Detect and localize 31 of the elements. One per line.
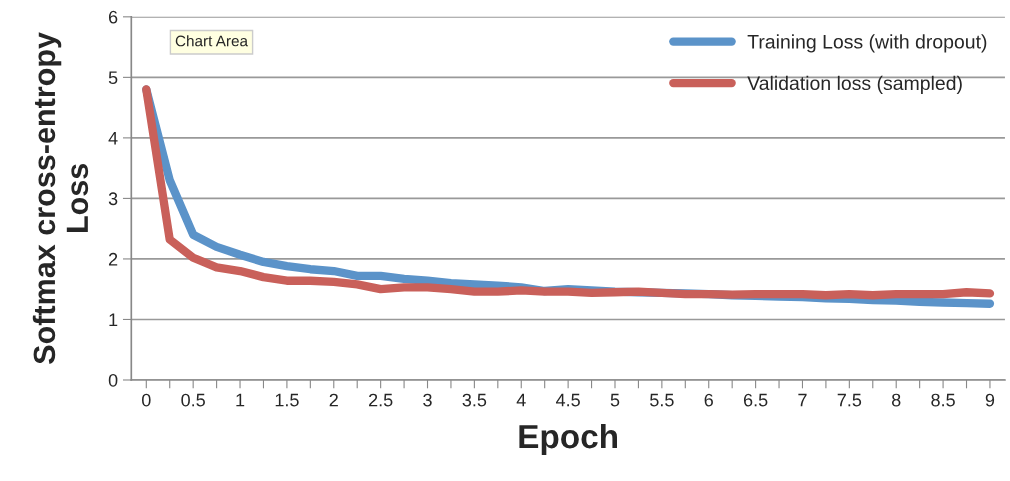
x-tick-label: 4 xyxy=(516,393,526,407)
x-axis-title: Epoch xyxy=(519,423,617,455)
y-tick-label: 0 xyxy=(108,373,118,387)
x-tick-label: 5 xyxy=(610,393,620,407)
x-tick-label: 6.5 xyxy=(743,393,768,407)
x-tick-label: 8.5 xyxy=(931,393,955,407)
x-tick-label: 2 xyxy=(329,393,338,407)
x-tick-label: 5.5 xyxy=(650,393,674,407)
x-tick-label: 7 xyxy=(798,393,807,407)
y-tick-label: 1 xyxy=(109,313,118,327)
x-tick-label: 8 xyxy=(891,393,901,407)
x-tick-label: 0 xyxy=(141,393,151,407)
y-tick-label: 3 xyxy=(108,192,118,206)
y-tick-label: 4 xyxy=(108,132,118,145)
x-tick-label: 6 xyxy=(704,393,713,407)
x-tick-label: 9 xyxy=(985,393,995,407)
x-tick-label: 3.5 xyxy=(462,393,487,407)
legend-label: Validation loss (sampled) xyxy=(747,75,962,94)
y-tick-label: 6 xyxy=(108,10,118,24)
x-tick-label: 4.5 xyxy=(555,393,580,407)
x-tick-label: 1.5 xyxy=(275,393,299,407)
legend-label: Training Loss (with dropout) xyxy=(747,34,987,53)
annotation: Chart Area xyxy=(175,35,249,47)
x-tick-label: 3 xyxy=(423,393,432,407)
y-tick-label: 5 xyxy=(108,71,118,85)
x-tick-label: 1 xyxy=(236,393,245,407)
y-tick-label: 2 xyxy=(108,252,118,266)
x-tick-label: 2.5 xyxy=(369,393,393,407)
x-tick-label: 7.5 xyxy=(837,393,862,407)
x-tick-label: 0.5 xyxy=(181,393,205,407)
y-axis-title: Softmax cross-entropy Loss xyxy=(32,32,89,364)
